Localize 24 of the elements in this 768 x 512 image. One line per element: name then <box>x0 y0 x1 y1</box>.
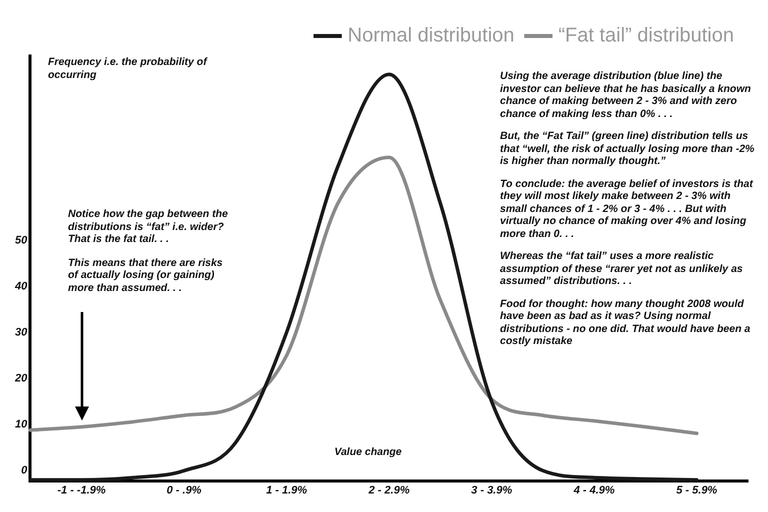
annotation: But, the “Fat Tail” (green line) distribution tells us that “well, the risk of actually losing more than -2% is higher than normally thought.” <box>500 130 756 168</box>
x-tick-label: 5 - 5.9% <box>676 484 718 496</box>
annotation: Whereas the “fat tail” uses a more realistic assumption of these “rarer yet not as unlikely as assumed” distributions. . . <box>500 250 744 288</box>
y-tick-label: 30 <box>14 326 28 338</box>
legend-label: “Fat tail” distribution <box>558 24 734 47</box>
annotation: This means that there are risks of actually losing (or gaining) more than assumed. . . <box>68 256 224 294</box>
y-axis-title: Frequency i.e. the probability of occurring <box>48 56 208 81</box>
y-tick-label: 10 <box>14 418 28 431</box>
x-tick-label: -1 - -1.9% <box>57 484 106 496</box>
x-tick-label: 0 - .9% <box>166 484 202 496</box>
x-tick-label: 4 - 4.9% <box>572 484 615 496</box>
y-tick-label: 50 <box>14 234 28 246</box>
x-axis-title: Value change <box>333 446 403 458</box>
annotation: Notice how the gap between the distributions is “fat” i.e. wider? That is the fat tail. . . <box>68 208 229 246</box>
x-tick-label: 1 - 1.9% <box>266 484 308 496</box>
y-tick-label: 40 <box>14 280 28 292</box>
annotation: Using the average distribution (blue line) the investor can believe that he has basically a known chance of making between 2 - 3% and with zero chance of making less than 0% . . . <box>500 70 752 120</box>
annotation: To conclude: the average belief of investors is that they will most likely make between 2 - 3% with small chances of 1 - 2% or 3 - 4% . . . But with virtually no chance of making over 4% and losing more than 0. . . <box>500 178 754 240</box>
y-tick-label: 0 <box>21 464 28 477</box>
legend-label: Normal distribution <box>348 24 514 47</box>
x-tick-label: 2 - 2.9% <box>368 484 410 496</box>
y-tick-label: 20 <box>14 372 28 385</box>
annotation: Food for thought: how many thought 2008 would have been as bad as it was? Using normal distributions - no one did. That would have been a costly mistake <box>500 298 752 348</box>
x-tick-label: 3 - 3.9% <box>471 484 512 496</box>
